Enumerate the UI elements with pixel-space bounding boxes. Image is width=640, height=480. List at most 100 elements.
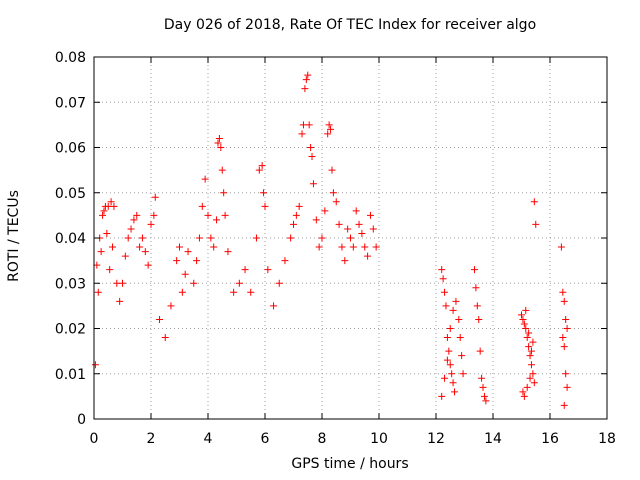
data-point (156, 315, 164, 323)
data-point (559, 334, 567, 342)
data-point (309, 180, 317, 188)
data-point (318, 234, 326, 242)
data-point (103, 229, 111, 237)
data-point (261, 202, 269, 210)
data-point (443, 356, 451, 364)
data-point (530, 198, 538, 206)
data-point (327, 125, 335, 133)
data-point (124, 234, 132, 242)
data-point (301, 85, 309, 93)
x-tick-label: 18 (598, 431, 616, 447)
y-tick-label: 0.02 (55, 322, 86, 338)
data-point (224, 248, 232, 256)
data-point (215, 134, 223, 142)
data-point (559, 288, 567, 296)
data-point (150, 211, 158, 219)
data-point (332, 198, 340, 206)
chart-title: Day 026 of 2018, Rate Of TEC Index for r… (163, 17, 537, 33)
data-point (449, 306, 457, 314)
data-point (527, 347, 535, 355)
data-point (290, 220, 297, 228)
x-axis-label: GPS time / hours (291, 456, 409, 472)
x-tick-label: 4 (204, 431, 213, 447)
data-points (91, 71, 571, 409)
data-point (298, 130, 306, 138)
data-point (338, 243, 346, 251)
data-point (520, 392, 528, 400)
data-point (295, 202, 303, 210)
data-point (341, 257, 349, 265)
data-point (459, 370, 467, 378)
data-point (328, 166, 336, 174)
data-point (198, 202, 206, 210)
x-tick-label: 16 (541, 431, 559, 447)
data-point (138, 234, 146, 242)
data-point (347, 234, 354, 242)
data-point (218, 166, 226, 174)
data-point (560, 401, 568, 409)
data-point (207, 234, 215, 242)
y-tick-label: 0.04 (55, 231, 86, 247)
data-point (563, 325, 571, 332)
data-point (91, 361, 99, 369)
data-point (220, 189, 228, 197)
data-point (526, 352, 534, 360)
data-point (522, 306, 530, 314)
data-point (193, 257, 201, 265)
data-point (147, 220, 155, 228)
data-point (455, 315, 463, 323)
data-point (520, 320, 528, 328)
y-tick-label: 0.08 (55, 50, 86, 66)
data-point (369, 225, 377, 233)
data-point (482, 397, 490, 405)
x-tick-label: 6 (261, 431, 270, 447)
data-point (372, 243, 380, 251)
data-point (527, 361, 535, 369)
data-point (519, 315, 527, 323)
data-point (560, 343, 568, 351)
data-point (325, 121, 333, 129)
data-point (255, 166, 263, 174)
data-point (560, 297, 568, 305)
data-point (264, 266, 272, 274)
data-point (529, 370, 537, 378)
data-point (366, 211, 374, 219)
data-point (144, 261, 152, 269)
x-tick-label: 14 (484, 431, 502, 447)
y-tick-label: 0.01 (55, 367, 86, 383)
data-point (451, 388, 459, 396)
data-point (446, 361, 454, 369)
data-point (292, 211, 300, 219)
data-point (475, 315, 483, 323)
data-point (458, 352, 466, 360)
data-point (121, 252, 129, 260)
data-point (184, 248, 192, 256)
y-tick-label: 0.07 (55, 95, 86, 111)
data-point (214, 139, 222, 147)
data-point (557, 243, 565, 251)
data-point (562, 370, 570, 378)
data-point (270, 302, 278, 310)
data-point (133, 211, 141, 219)
data-point (529, 338, 537, 346)
y-tick-label: 0.05 (55, 186, 86, 202)
y-tick-label: 0.06 (55, 141, 86, 157)
data-point (452, 297, 460, 305)
data-point (358, 229, 366, 237)
data-point (210, 243, 218, 251)
data-point (443, 334, 451, 342)
data-point (195, 234, 203, 242)
data-point (448, 370, 456, 378)
data-point (127, 225, 135, 233)
data-point (562, 315, 570, 323)
data-point (110, 202, 118, 210)
data-point (94, 288, 102, 296)
data-point (221, 211, 229, 219)
data-point (119, 279, 126, 287)
data-point (235, 279, 243, 287)
data-point (315, 243, 323, 251)
data-point (275, 279, 283, 287)
data-point (525, 343, 533, 351)
x-tick-label: 8 (318, 431, 327, 447)
